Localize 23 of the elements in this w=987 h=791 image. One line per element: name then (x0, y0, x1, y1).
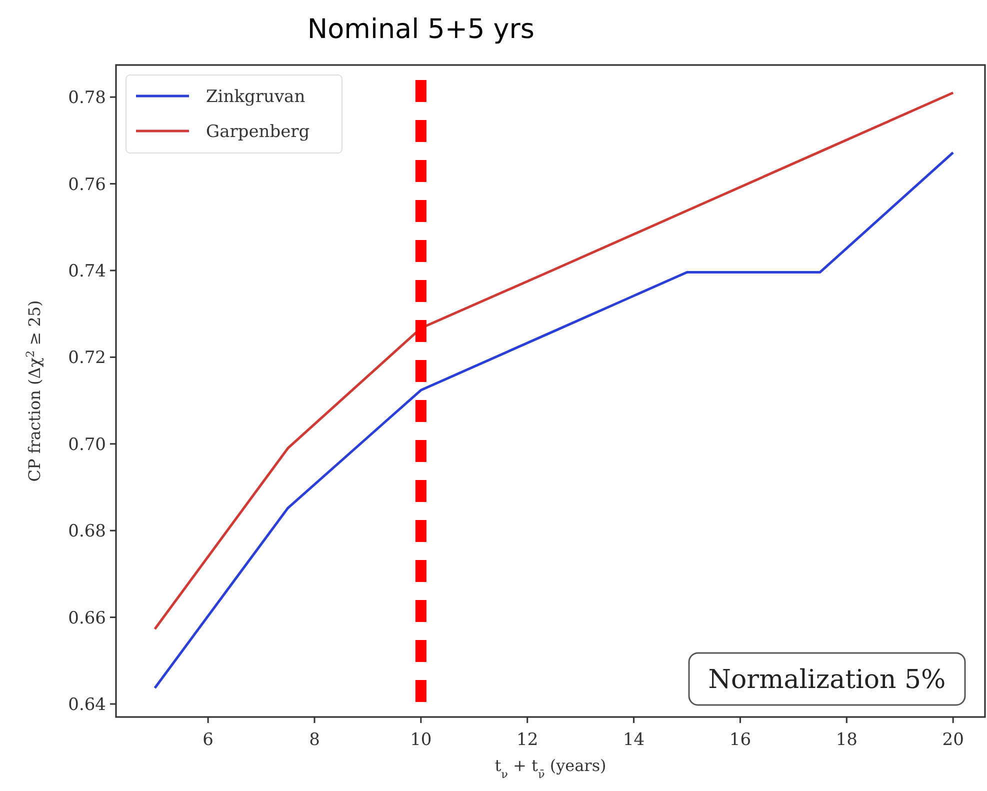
y-tick-label: 0.66 (68, 608, 106, 628)
legend-label: Garpenberg (206, 122, 310, 142)
y-tick-label: 0.76 (68, 174, 106, 195)
x-tick-label: 12 (516, 730, 538, 750)
y-tick-label: 0.78 (68, 88, 106, 108)
y-tick-label: 0.64 (68, 694, 106, 715)
legend-label: Zinkgruvan (206, 87, 306, 107)
x-tick-label: 20 (942, 730, 964, 750)
x-axis-title: t$_{ν}$ + t$_{ν̄}$ (years) (494, 756, 606, 780)
y-tick-label: 0.68 (68, 522, 106, 542)
x-tick-label: 10 (410, 730, 432, 750)
x-tick-label: 16 (729, 730, 752, 750)
x-tick-label: 18 (836, 730, 858, 750)
y-tick-label: 0.70 (68, 434, 106, 455)
annotation: Normalization 5% (708, 665, 946, 695)
y-tick-label: 0.72 (68, 348, 106, 368)
x-tick-label: 14 (622, 730, 645, 750)
ref-line-label: Nominal 5+5 yrs (307, 14, 534, 45)
line-series (154, 91, 954, 630)
y-tick-label: 0.74 (68, 261, 106, 282)
line-series (154, 151, 954, 690)
x-tick-label: 8 (309, 730, 320, 750)
x-tick-label: 6 (202, 730, 214, 750)
